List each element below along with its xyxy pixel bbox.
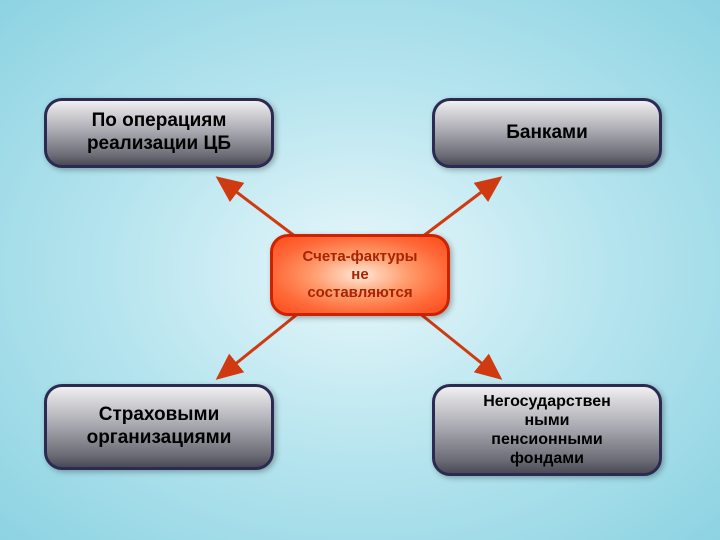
arrow-bottom-left	[218, 312, 300, 378]
node-label-top-left: По операциям реализации ЦБ	[59, 110, 259, 156]
center-label: Счета-фактуры не составляются	[303, 248, 418, 302]
node-bottom-right: Негосударствен ными пенсионными фондами	[432, 384, 662, 476]
node-label-bottom-right: Негосударствен ными пенсионными фондами	[483, 392, 611, 469]
node-top-right: Банками	[432, 98, 662, 168]
arrow-top-right	[418, 178, 500, 240]
node-label-bottom-left: Страховыми организациями	[59, 404, 259, 450]
node-bottom-left: Страховыми организациями	[44, 384, 274, 470]
arrow-top-left	[218, 178, 300, 240]
node-label-top-right: Банками	[506, 122, 588, 145]
arrow-bottom-right	[418, 312, 500, 378]
center-node: Счета-фактуры не составляются	[270, 234, 450, 316]
node-top-left: По операциям реализации ЦБ	[44, 98, 274, 168]
